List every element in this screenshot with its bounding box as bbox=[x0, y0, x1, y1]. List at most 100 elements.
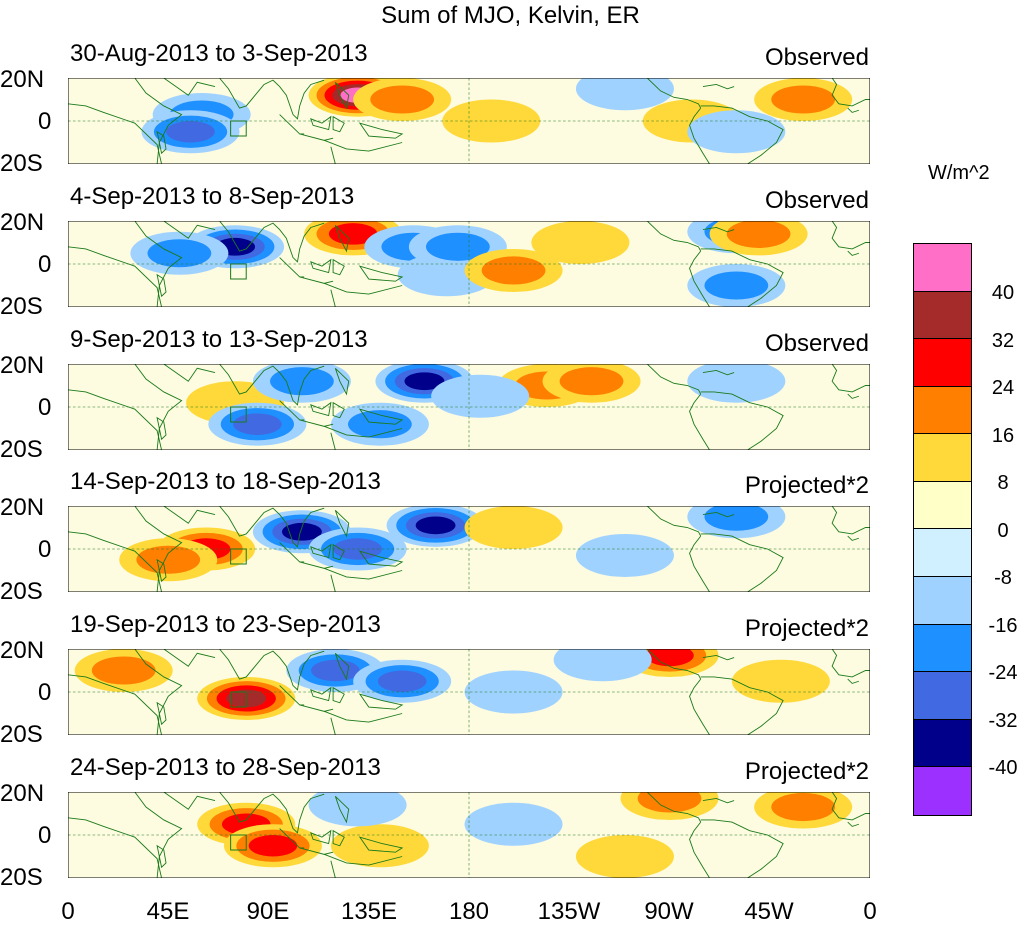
panel-5: 19-Sep-2013 to 23-Sep-2013 Projected*2 2… bbox=[0, 611, 900, 748]
colorbar-swatch bbox=[914, 339, 971, 387]
anomaly-contour bbox=[464, 670, 563, 714]
coastline bbox=[324, 283, 402, 294]
coastline bbox=[703, 370, 734, 374]
coastline bbox=[703, 227, 734, 231]
coastline bbox=[157, 846, 166, 868]
coastline bbox=[701, 106, 783, 164]
panel-map bbox=[68, 78, 870, 164]
coastline bbox=[324, 140, 402, 151]
coastline bbox=[832, 78, 870, 106]
colorbar-label: -32 bbox=[988, 710, 1018, 732]
anomaly-contour bbox=[464, 506, 563, 549]
lat-label-0: 0 bbox=[38, 394, 52, 421]
panel-kind: Projected*2 bbox=[744, 472, 869, 499]
colorbar-swatch bbox=[914, 577, 971, 625]
reference-box bbox=[231, 835, 247, 850]
panel-1: 30-Aug-2013 to 3-Sep-2013 Observed 20N 0… bbox=[0, 40, 900, 177]
coastline bbox=[280, 543, 305, 562]
coastline bbox=[311, 403, 331, 416]
coastline bbox=[848, 251, 859, 255]
lon-label: 0 bbox=[61, 898, 75, 925]
lat-label-20s: 20S bbox=[0, 150, 43, 177]
anomaly-contour bbox=[281, 522, 322, 541]
colorbar-label: 24 bbox=[991, 377, 1015, 399]
coastline bbox=[219, 364, 324, 405]
coastline bbox=[848, 108, 859, 112]
coastline bbox=[324, 711, 402, 722]
colorbar-label: -40 bbox=[988, 757, 1018, 779]
panel-map bbox=[68, 364, 870, 450]
coastline bbox=[324, 568, 402, 579]
anomaly-contour bbox=[348, 410, 412, 439]
coastline bbox=[157, 703, 166, 725]
coastline bbox=[703, 84, 734, 88]
coastline bbox=[647, 792, 700, 822]
panel-4: 14-Sep-2013 to 18-Sep-2013 Projected*2 2… bbox=[0, 468, 900, 605]
colorbar-swatch bbox=[914, 529, 971, 578]
panel-date-range: 24-Sep-2013 to 28-Sep-2013 bbox=[70, 754, 381, 781]
panel-date-range: 19-Sep-2013 to 23-Sep-2013 bbox=[70, 611, 381, 638]
anomaly-contour bbox=[308, 792, 407, 827]
coastline bbox=[333, 117, 344, 132]
anomaly-contour bbox=[425, 232, 490, 261]
lon-label: 0 bbox=[863, 898, 877, 925]
coastline bbox=[690, 679, 710, 735]
coastline bbox=[157, 275, 166, 297]
colorbar-swatch bbox=[914, 719, 971, 768]
anomaly-contour bbox=[771, 85, 836, 114]
anomaly-contour bbox=[559, 367, 624, 396]
anomaly-contour bbox=[404, 372, 445, 391]
anomaly-contour bbox=[311, 659, 360, 682]
lat-label-0: 0 bbox=[38, 822, 52, 849]
anomaly-contour bbox=[704, 506, 769, 531]
coastline bbox=[335, 225, 348, 251]
coastline bbox=[335, 796, 348, 822]
coastline bbox=[647, 78, 700, 108]
coastline bbox=[848, 394, 859, 398]
anomaly-contour bbox=[328, 223, 378, 245]
anomaly-contour bbox=[575, 835, 674, 878]
coastline bbox=[164, 78, 215, 95]
panel-kind: Observed bbox=[764, 330, 869, 357]
lon-label: 45E bbox=[146, 898, 190, 925]
coastline bbox=[331, 575, 335, 592]
anomaly-contour bbox=[233, 413, 282, 435]
lat-label-20s: 20S bbox=[0, 293, 43, 320]
lon-label: 90W bbox=[644, 898, 694, 925]
lon-label: 45W bbox=[744, 898, 794, 925]
coastline bbox=[157, 560, 166, 582]
colorbar-swatch bbox=[914, 291, 971, 340]
coastline bbox=[68, 818, 162, 878]
coastline bbox=[335, 510, 348, 536]
panel-6: 24-Sep-2013 to 28-Sep-2013 Projected*2 2… bbox=[0, 754, 900, 891]
anomaly-contour bbox=[726, 221, 791, 248]
panel-2: 4-Sep-2013 to 8-Sep-2013 Observed 20N 0 … bbox=[0, 183, 900, 320]
lat-label-20s: 20S bbox=[0, 864, 43, 891]
lat-label-20n: 20N bbox=[0, 209, 45, 236]
coastline bbox=[333, 831, 344, 846]
anomaly-contour bbox=[771, 792, 836, 822]
coastline bbox=[324, 426, 402, 437]
anomaly-contour bbox=[136, 545, 201, 574]
coastline bbox=[360, 837, 402, 852]
coastline bbox=[333, 260, 344, 275]
anomaly-contour bbox=[91, 656, 156, 685]
lon-label: 135E bbox=[340, 898, 398, 925]
coastline bbox=[360, 123, 402, 138]
coastline bbox=[280, 686, 305, 705]
coastline bbox=[164, 364, 215, 381]
coastline bbox=[331, 290, 335, 307]
coastline bbox=[360, 266, 402, 281]
lat-label-20n: 20N bbox=[0, 66, 45, 93]
coastline bbox=[647, 364, 700, 394]
coastline bbox=[324, 854, 402, 865]
anomaly-contour bbox=[575, 78, 674, 111]
figure-title: Sum of MJO, Kelvin, ER bbox=[381, 2, 640, 29]
coastline bbox=[701, 249, 783, 307]
coastline bbox=[690, 822, 710, 878]
coastline bbox=[701, 677, 783, 735]
anomaly-contour bbox=[377, 670, 427, 692]
coastline bbox=[832, 649, 870, 677]
coastline bbox=[690, 251, 710, 307]
coastline bbox=[832, 364, 870, 392]
